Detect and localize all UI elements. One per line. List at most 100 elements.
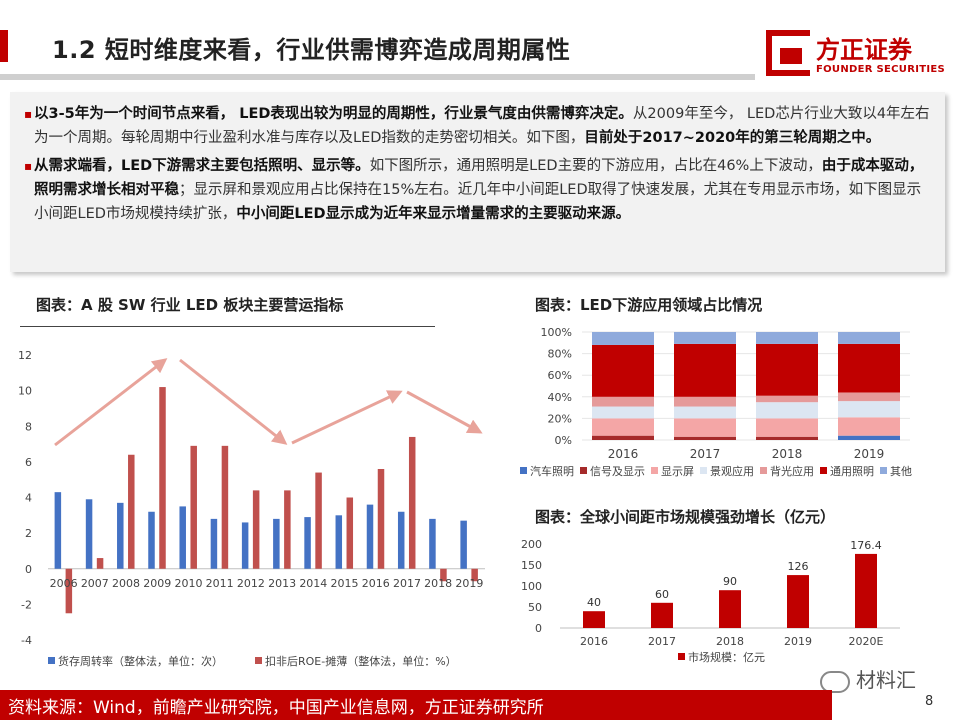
legend-label: 背光应用 [770,464,814,478]
bullet-icon: ▪ [24,159,33,173]
stack-2016-背光应用 [592,396,654,407]
p2-text-2: ；显示屏和景观应用占比保持在15%左右。近几年中小间距LED取得了快速发展，尤其… [34,182,922,222]
stack-2018-显示屏 [756,418,818,437]
p2-bold-1: 从需求端看，LED下游需求主要包括照明、显示等。 [34,158,370,174]
bar-2010-s2 [190,445,197,569]
bar-2009-s1 [148,511,155,569]
legend-swatch [820,467,827,474]
trend-arrow-4 [406,390,483,434]
legend-swatch [255,657,262,664]
stack-2017-其他 [674,332,736,344]
x-tick-label: 2018 [424,577,452,590]
chart-title-right-bottom: 图表：全球小间距市场规模强劲增长（亿元） [535,508,836,526]
stack-2019-其他 [838,332,900,344]
stack-2017-通用照明 [674,343,736,397]
stack-2019-景观应用 [838,401,900,418]
legend-label: 市场规模：亿元 [688,650,765,664]
y-tick-label: 80% [548,348,572,361]
stack-2018-其他 [756,332,818,344]
trend-arrow-1 [54,358,168,447]
y-tick-label: 4 [25,492,32,505]
stack-2019-显示屏 [838,417,900,436]
x-tick-label: 2011 [206,577,234,590]
x-tick-label: 2017 [648,635,676,648]
stack-2018-信号及显示 [756,436,818,440]
y-tick-label: 60% [548,369,572,382]
stack-2018-背光应用 [756,395,818,403]
x-tick-label: 2009 [143,577,171,590]
bullet-icon: ▪ [24,107,33,121]
p2-bold-3: 中小间距LED显示成为近年来显示增量需求的主要驱动来源。 [236,206,631,222]
bar-2008-s1 [117,502,124,569]
bar-2010-s1 [179,506,186,569]
stack-2017-景观应用 [674,406,736,419]
y-tick-label: 0 [535,622,542,635]
bar-2014-s1 [304,517,311,569]
data-label: 90 [723,575,737,588]
x-tick-label: 2019 [854,447,885,461]
p1-text-1: 从2009年至今， LED芯片行业大致以4年左右为一个周期。每轮周期中行业盈利水… [34,106,930,146]
x-tick-label: 2015 [331,577,359,590]
bar-2012-s1 [241,522,249,569]
bar-2015-s2 [346,497,354,569]
data-label: 60 [655,588,669,601]
bar-2006-s2 [65,568,73,614]
y-tick-label: 0% [555,434,572,447]
y-tick-label: -2 [21,598,32,611]
p2-bold-2: 由于成本驱动，照明需求增长相对平稳 [34,158,924,198]
chart-title-left: 图表：A 股 SW 行业 LED 板块主要营运指标 [36,296,344,314]
y-tick-label: 8 [25,420,32,433]
title-divider [0,74,755,80]
legend-label: 通用照明 [830,465,874,478]
stack-2018-通用照明 [756,343,818,396]
stack-2016-显示屏 [592,418,654,436]
legend-swatch [760,467,767,474]
stack-2017-信号及显示 [674,436,736,440]
stack-2016-信号及显示 [592,435,654,440]
x-tick-label: 2018 [716,635,744,648]
data-label: 126 [788,560,809,573]
logo-mark-icon [766,30,810,76]
trend-arrow-2 [179,358,288,445]
y-tick-label: 40% [548,391,572,404]
title-bar: 1.2 短时维度来看，行业供需博弈造成周期属性 方正证券 FOUNDER SEC… [0,0,960,90]
chart-small-pitch-market: 0 50 100 150 200 40 2016 60 2017 90 2018 126 2019 176… [521,538,900,664]
legend-label: 其他 [890,465,912,478]
x-tick-label: 2017 [393,577,421,590]
page-number: 8 [925,694,934,709]
x-tick-label: 2014 [299,577,327,590]
y-tick-label: 20% [548,412,572,425]
bar-2018 [719,590,741,628]
x-tick-label: 2020E [849,635,884,648]
y-tick-label: 2 [25,527,32,540]
bar-2017-s2 [408,436,416,569]
trend-arrow-3 [291,390,403,445]
stack-2016-景观应用 [592,406,654,419]
bar-2019 [787,575,809,628]
stack-2016-其他 [592,332,654,345]
legend-label: 货存周转率（整体法，单位：次） [58,654,223,668]
legend-swatch [48,657,55,664]
bar-2016-s2 [377,469,385,569]
x-tick-label: 2013 [268,577,296,590]
bar-2012-s2 [252,490,260,569]
x-tick-label: 2006 [50,577,78,590]
chart-downstream-share: 0% 20% 40% 60% 80% 100% 2016 2017 2018 2019 汽车照明 信号… [520,326,912,478]
x-tick-label: 2007 [81,577,109,590]
p1-bold-2: 目前处于2017~2020年的第三轮周期之中。 [584,130,881,146]
y-tick-label: 100 [521,580,542,593]
y-tick-label: 6 [25,456,32,469]
bar-2020E [855,553,877,628]
x-tick-label: 2016 [608,447,639,461]
bar-2007-s1 [85,499,93,569]
bar-2011-s1 [210,518,218,569]
bar-2018-s2 [440,568,447,582]
company-logo: 方正证券 FOUNDER SECURITIES [766,30,946,84]
stack-2016-通用照明 [592,344,654,397]
summary-paragraph-2: ▪ 从需求端看，LED下游需求主要包括照明、显示等。如下图所示，通用照明是LED… [24,154,931,226]
bar-2017-s1 [397,511,405,569]
bar-2011-s2 [221,445,229,569]
y-tick-label: 10 [18,385,32,398]
bar-2016-s1 [366,504,374,569]
